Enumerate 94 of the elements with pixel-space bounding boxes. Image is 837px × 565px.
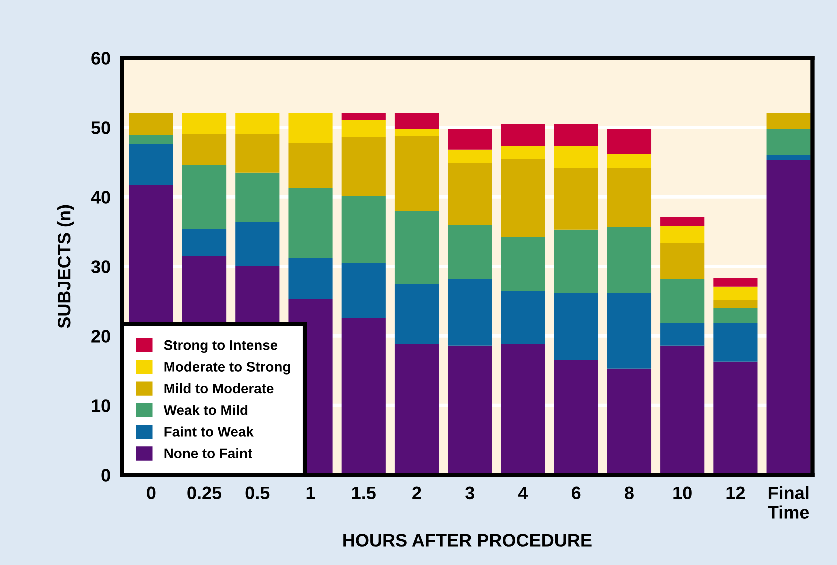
bar: [394, 211, 440, 284]
legend-label: Moderate to Strong: [164, 362, 290, 375]
x-tick-label: 6: [572, 486, 581, 500]
bar: [501, 146, 546, 159]
bar: [342, 318, 386, 476]
bar: [501, 291, 546, 345]
y-tick-label: 10: [92, 400, 110, 412]
bar: [554, 293, 598, 360]
bar: [394, 284, 440, 345]
bar: [342, 137, 386, 196]
bar: [288, 188, 333, 258]
x-tick-label: 8: [625, 486, 634, 500]
bar: [129, 135, 174, 144]
bar: [766, 155, 811, 160]
y-tick-label: 50: [92, 122, 110, 134]
x-tick-label: 0.5: [246, 486, 270, 500]
bar: [236, 172, 280, 222]
legend-label: Mild to Moderate: [164, 383, 274, 394]
y-tick-label: 0: [102, 469, 110, 482]
bar: [714, 278, 758, 287]
bar: [448, 163, 492, 225]
legend-label: None to Faint: [164, 448, 252, 459]
bar: [554, 360, 598, 476]
bar: [714, 286, 758, 300]
bar: [766, 129, 811, 156]
bar: [182, 134, 227, 166]
bar: [236, 134, 280, 173]
bar: [288, 142, 333, 188]
bar: [448, 224, 492, 280]
bar: [501, 344, 546, 476]
bar: [448, 279, 492, 346]
x-tick-label: Final Time: [768, 486, 810, 519]
bar: [236, 222, 280, 266]
bar: [182, 113, 227, 134]
bar: [129, 144, 174, 186]
bar: [236, 113, 280, 134]
x-tick-label: 2: [412, 486, 422, 500]
x-tick-label: 10: [674, 486, 692, 500]
bar: [607, 227, 652, 294]
bar: [288, 258, 333, 300]
bar: [714, 300, 758, 308]
bar: [394, 129, 440, 136]
bar: [182, 229, 227, 256]
bar: [607, 368, 652, 476]
y-tick-label: 20: [92, 330, 110, 343]
bar: [342, 120, 386, 138]
bar: [607, 129, 652, 154]
y-axis-title: SUBJECTS (n): [58, 205, 74, 328]
bar: [660, 322, 705, 346]
bar: [448, 346, 492, 476]
x-tick-label: 4: [518, 486, 528, 500]
bar: [448, 129, 492, 150]
bar: [714, 322, 758, 362]
legend-label: Strong to Intense: [164, 340, 278, 354]
bar: [288, 113, 333, 143]
x-tick-label: 3: [466, 486, 474, 500]
y-tick-label: 60: [92, 52, 110, 65]
x-tick-label: 0.25: [188, 486, 222, 500]
x-tick-label: 1.5: [352, 486, 376, 500]
bar: [714, 362, 758, 476]
bar: [607, 293, 652, 369]
y-tick-label: 40: [91, 191, 110, 204]
bar: [554, 168, 598, 230]
bar: [660, 243, 705, 280]
x-tick-label: 1: [306, 486, 316, 500]
x-axis-title: HOURS AFTER PROCEDURE: [344, 534, 592, 547]
bar: [342, 113, 386, 120]
bar: [394, 136, 440, 212]
bar: [660, 217, 705, 226]
bar: [129, 113, 174, 136]
bar: [766, 113, 811, 130]
bar: [501, 124, 546, 146]
bar: [660, 279, 705, 323]
x-tick-label: 0: [147, 486, 156, 500]
bar: [501, 158, 546, 238]
bar: [554, 230, 598, 294]
bar: [501, 237, 546, 292]
bar: [182, 165, 227, 230]
bar: [342, 196, 386, 264]
bar: [448, 150, 492, 164]
legend-label: Faint to Weak: [164, 426, 254, 437]
legend-label: Weak to Mild: [164, 405, 248, 416]
bar: [607, 168, 652, 228]
bar: [660, 226, 705, 244]
bar: [607, 154, 652, 168]
bar: [554, 146, 598, 168]
y-tick-label: 30: [91, 260, 110, 274]
bar: [714, 308, 758, 323]
bar: [394, 344, 440, 476]
bar: [554, 124, 598, 146]
bar: [394, 113, 440, 130]
bar: [660, 346, 705, 476]
x-tick-label: 12: [726, 486, 746, 500]
bar: [342, 263, 386, 318]
